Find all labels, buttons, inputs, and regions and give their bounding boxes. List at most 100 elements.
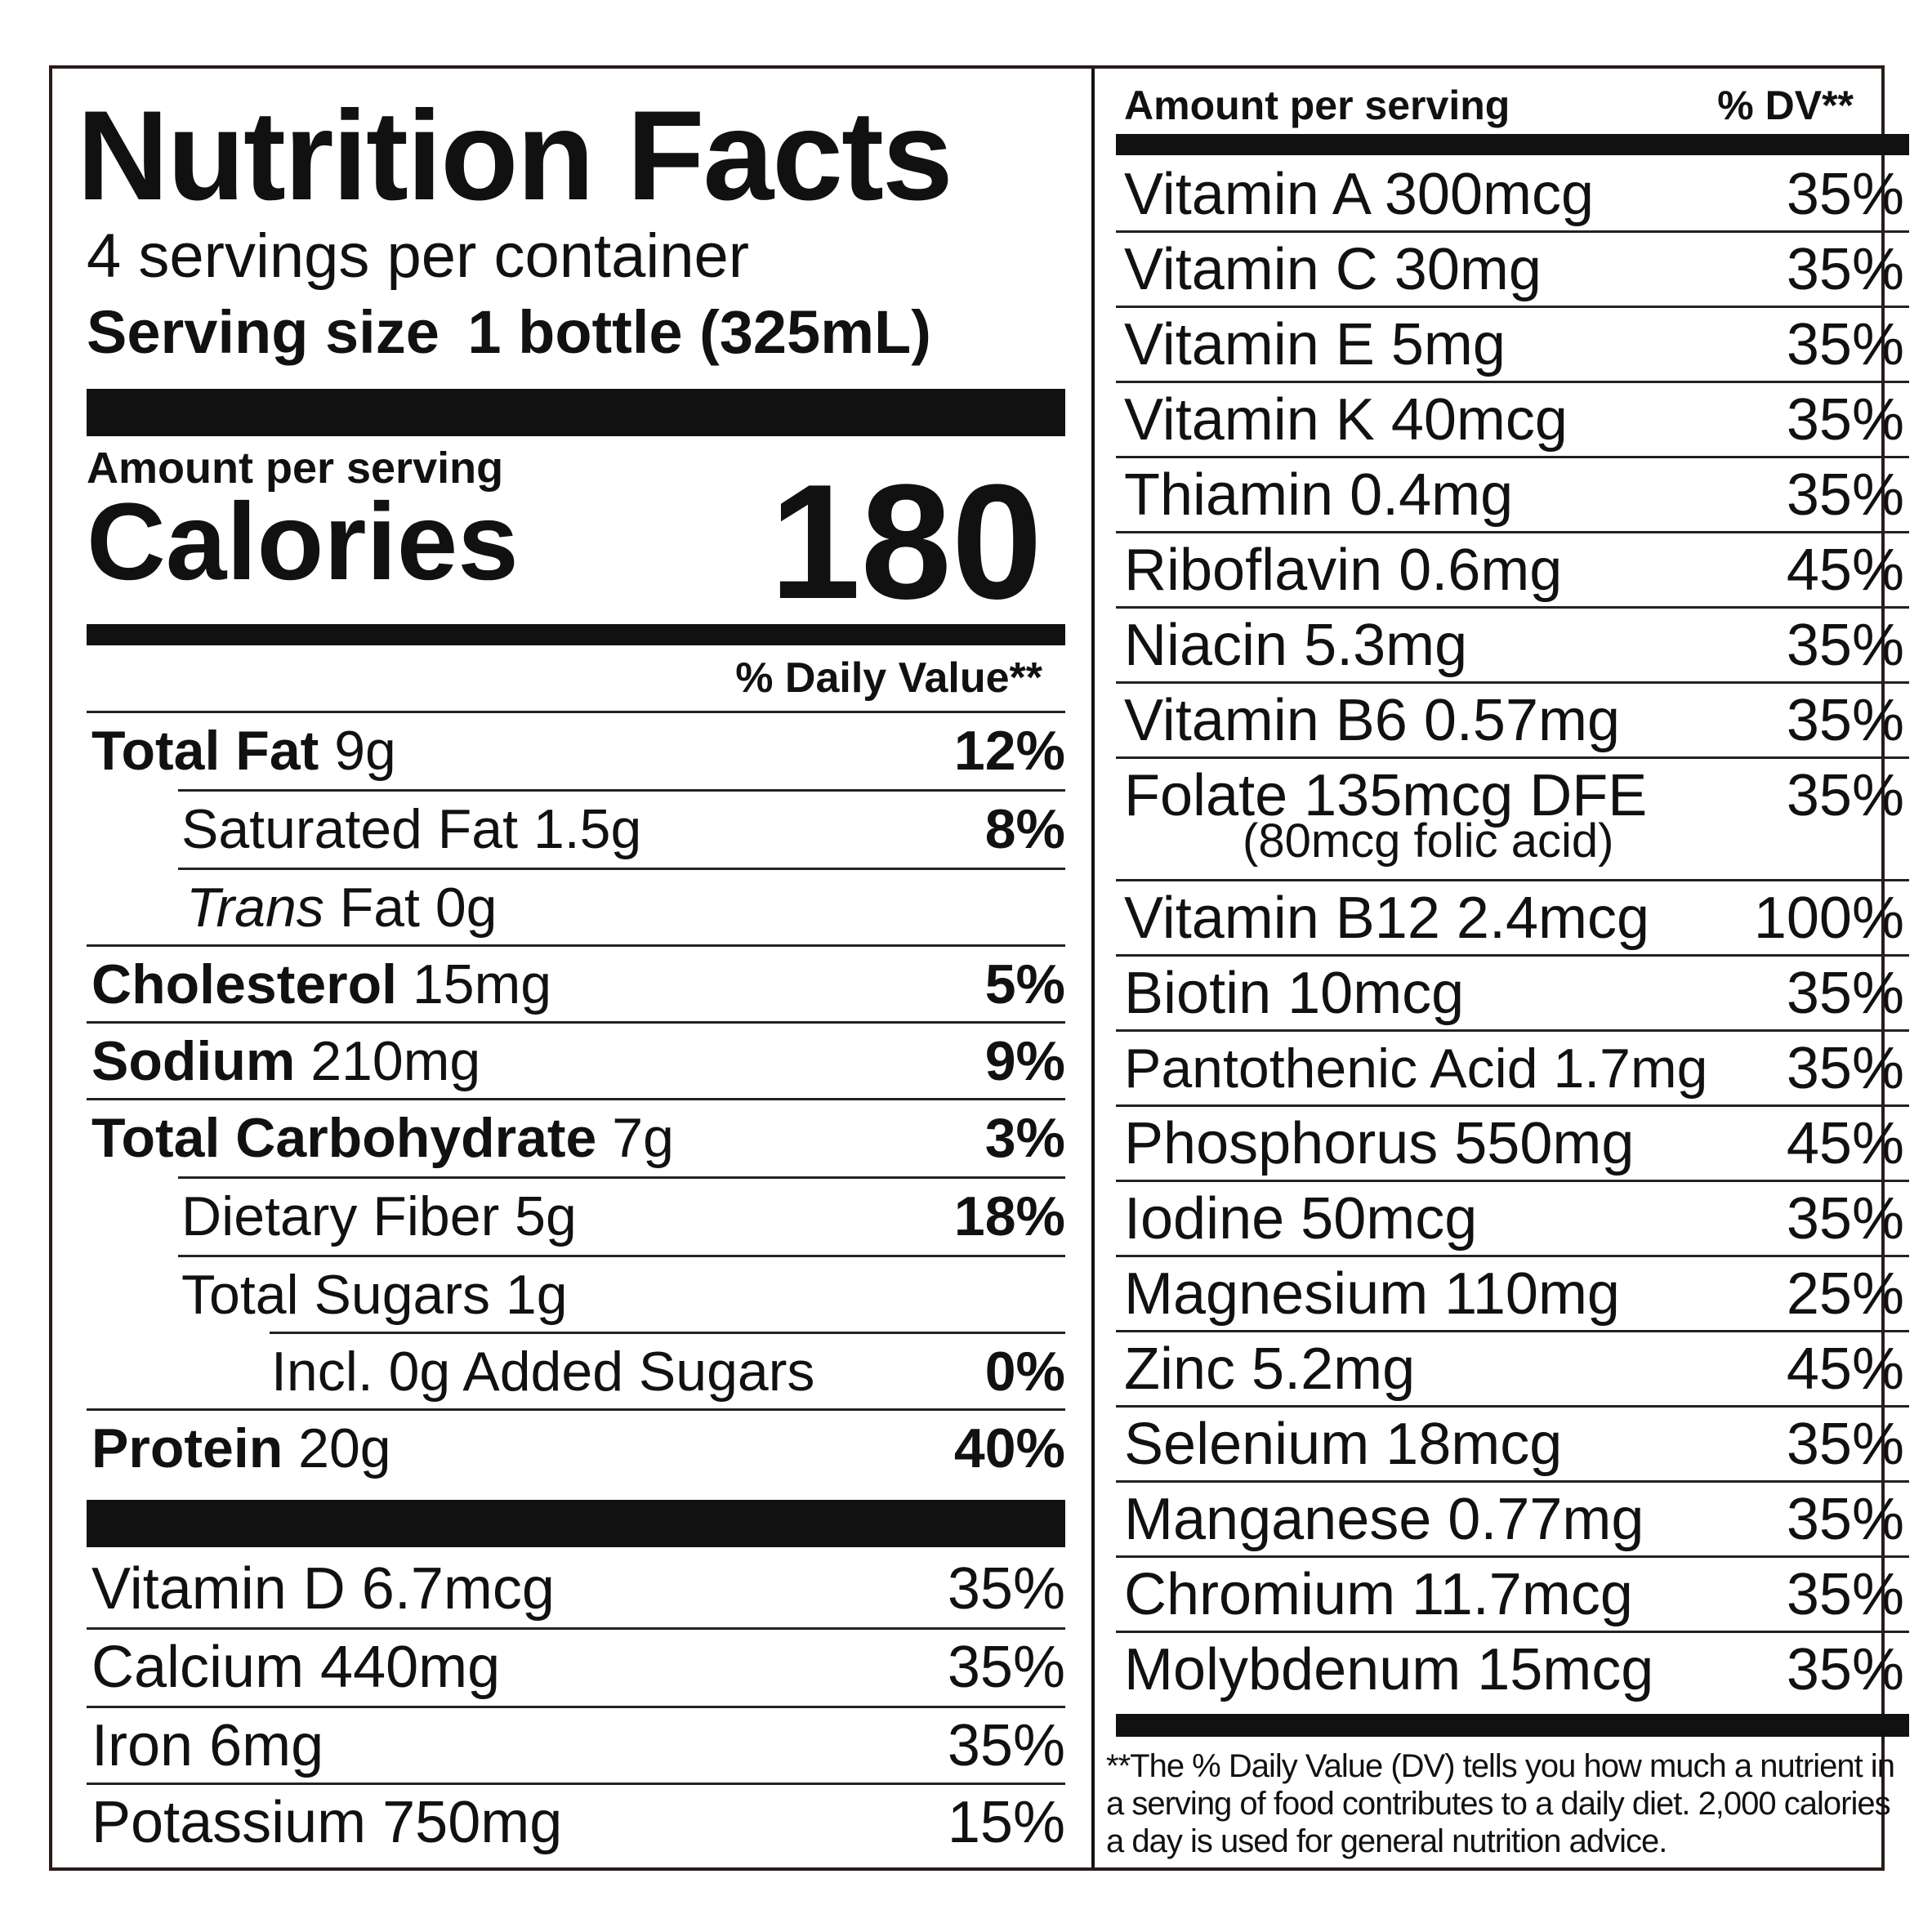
- vitamin-dv: 35%: [1786, 312, 1904, 377]
- vitamin-label: Vitamin B12 2.4mcg: [1124, 886, 1650, 951]
- nutrient-name: Total Fat: [91, 720, 319, 782]
- rule: [1116, 456, 1909, 458]
- column-divider: [1091, 69, 1095, 1867]
- nutrient-name: Fat: [339, 877, 420, 939]
- rule: [1116, 1631, 1909, 1633]
- nutrient-amount: 9g: [334, 720, 396, 782]
- vitamin-dv: 35%: [1786, 1487, 1904, 1552]
- rule: [87, 1408, 1065, 1411]
- vitamin-row-folate: Folate 135mcg DFE 35% (80mcg folic acid): [1124, 758, 1904, 868]
- amount-per-serving: Amount per serving: [87, 444, 504, 493]
- vitamin-label: Magnesium 110mg: [1124, 1261, 1620, 1327]
- vitamin-dv: 35%: [1786, 961, 1904, 1026]
- vitamin-dv: 45%: [1786, 538, 1904, 603]
- nutrient-name: Total Sugars: [181, 1264, 490, 1326]
- vitamin-label: Vitamin B6 0.57mg: [1124, 688, 1621, 753]
- nutrient-amount: 1g: [505, 1264, 568, 1326]
- vitamin-row: Thiamin 0.4mg 35%: [1124, 457, 1904, 533]
- vitamin-label: Molybdenum 15mcg: [1124, 1637, 1654, 1702]
- vitamin-dv: 35%: [1786, 613, 1904, 678]
- nutrient-amount: 20g: [298, 1417, 391, 1479]
- mineral-dv: 35%: [947, 1713, 1065, 1778]
- nutrient-row-total-carbohydrate: Total Carbohydrate 7g 3%: [91, 1100, 1065, 1176]
- nutrient-name-italic: Trans: [186, 877, 324, 939]
- vitamin-dv: 35%: [1786, 1186, 1904, 1252]
- serving-size-label: Serving size: [87, 298, 439, 366]
- nutrient-amount: 15mg: [412, 953, 552, 1015]
- mineral-row-vitamin-d: Vitamin D 6.7mcg 35%: [91, 1551, 1065, 1627]
- vitamin-row: Zinc 5.2mg 45%: [1124, 1332, 1904, 1407]
- nutrient-dv: 12%: [953, 720, 1065, 782]
- serving-size: Serving size 1 bottle (325mL): [87, 297, 931, 367]
- mineral-row-calcium: Calcium 440mg 35%: [91, 1629, 1065, 1706]
- vitamin-label: Vitamin K 40mcg: [1124, 387, 1568, 453]
- rule: [87, 944, 1065, 947]
- nutrient-row-added-sugars: Incl. 0g Added Sugars 0%: [271, 1333, 1065, 1410]
- rule: [1116, 1555, 1909, 1558]
- vitamin-row: Molybdenum 15mcg 35%: [1124, 1632, 1904, 1707]
- rule: [1116, 230, 1909, 233]
- nutrient-dv: 8%: [984, 798, 1065, 860]
- rule: [1116, 1480, 1909, 1483]
- rule: [87, 711, 1065, 713]
- mineral-label: Calcium 440mg: [91, 1635, 501, 1700]
- rule: [1116, 1255, 1909, 1257]
- rule: [1116, 306, 1909, 308]
- footnote: **The % Daily Value (DV) tells you how m…: [1106, 1748, 1895, 1859]
- vitamin-label: Niacin 5.3mg: [1124, 613, 1468, 678]
- nutrient-name: Incl. 0g Added Sugars: [271, 1341, 815, 1403]
- nutrient-name: Cholesterol: [91, 953, 398, 1015]
- vitamin-label: Thiamin 0.4mg: [1124, 462, 1514, 528]
- daily-value-header: % Daily Value**: [735, 654, 1042, 702]
- vitamin-label: Biotin 10mcg: [1124, 961, 1465, 1026]
- vitamin-row: Iodine 50mcg 35%: [1124, 1181, 1904, 1256]
- vitamin-label: Riboflavin 0.6mg: [1124, 538, 1563, 603]
- nutrient-row-sodium: Sodium 210mg 9%: [91, 1023, 1065, 1100]
- rule: [270, 1332, 1065, 1334]
- vitamin-dv: 35%: [1786, 1562, 1904, 1627]
- rule: [87, 1098, 1065, 1100]
- vitamin-label: Vitamin C 30mg: [1124, 237, 1542, 302]
- mineral-label: Vitamin D 6.7mcg: [91, 1556, 555, 1622]
- nutrient-amount: 7g: [612, 1107, 674, 1169]
- vitamin-dv: 35%: [1786, 1412, 1904, 1477]
- nutrient-row-saturated-fat: Saturated Fat 1.5g 8%: [181, 791, 1065, 868]
- vitamin-label: Folate 135mcg DFE: [1124, 763, 1648, 828]
- vitamin-row: Biotin 10mcg 35%: [1124, 956, 1904, 1031]
- rule: [178, 1255, 1065, 1257]
- nutrient-amount: 5g: [515, 1185, 577, 1247]
- nutrient-row-total-fat: Total Fat 9g 12%: [91, 712, 1065, 789]
- vitamin-dv: 35%: [1786, 1036, 1904, 1101]
- vitamin-dv: 35%: [1786, 237, 1904, 302]
- nutrient-amount: 0g: [435, 877, 498, 939]
- nutrition-label: Nutrition Facts 4 servings per container…: [49, 65, 1909, 1871]
- folate-sub: (80mcg folic acid): [1243, 814, 1614, 868]
- vitamin-row: Chromium 11.7mcg 35%: [1124, 1557, 1904, 1632]
- nutrient-name: Saturated Fat: [181, 798, 519, 860]
- rule: [1116, 606, 1909, 609]
- vitamin-dv: 35%: [1786, 1637, 1904, 1702]
- mineral-row-potassium: Potassium 750mg 15%: [91, 1784, 1065, 1861]
- rule: [1116, 681, 1909, 684]
- nutrient-amount: 1.5g: [533, 798, 642, 860]
- vitamin-row: Riboflavin 0.6mg 45%: [1124, 533, 1904, 608]
- rule: [87, 1021, 1065, 1024]
- vitamin-row: Vitamin C 30mg 35%: [1124, 232, 1904, 307]
- nutrient-name: Dietary Fiber: [181, 1185, 500, 1247]
- nutrient-amount: 210mg: [310, 1030, 481, 1092]
- rule: [178, 868, 1065, 870]
- nutrient-dv: 0%: [984, 1341, 1065, 1403]
- rule: [1116, 879, 1909, 881]
- rule: [87, 1706, 1065, 1708]
- medium-divider: [87, 624, 1065, 645]
- rule: [1116, 1330, 1909, 1332]
- mineral-dv: 35%: [947, 1635, 1065, 1700]
- vitamin-dv: 25%: [1786, 1261, 1904, 1327]
- rule: [178, 789, 1065, 792]
- vitamin-label: Zinc 5.2mg: [1124, 1336, 1416, 1402]
- vitamin-dv: 45%: [1786, 1111, 1904, 1176]
- rule: [1116, 756, 1909, 759]
- nutrient-row-cholesterol: Cholesterol 15mg 5%: [91, 946, 1065, 1023]
- mineral-label: Potassium 750mg: [91, 1790, 563, 1855]
- vitamin-row: Vitamin K 40mcg 35%: [1124, 382, 1904, 457]
